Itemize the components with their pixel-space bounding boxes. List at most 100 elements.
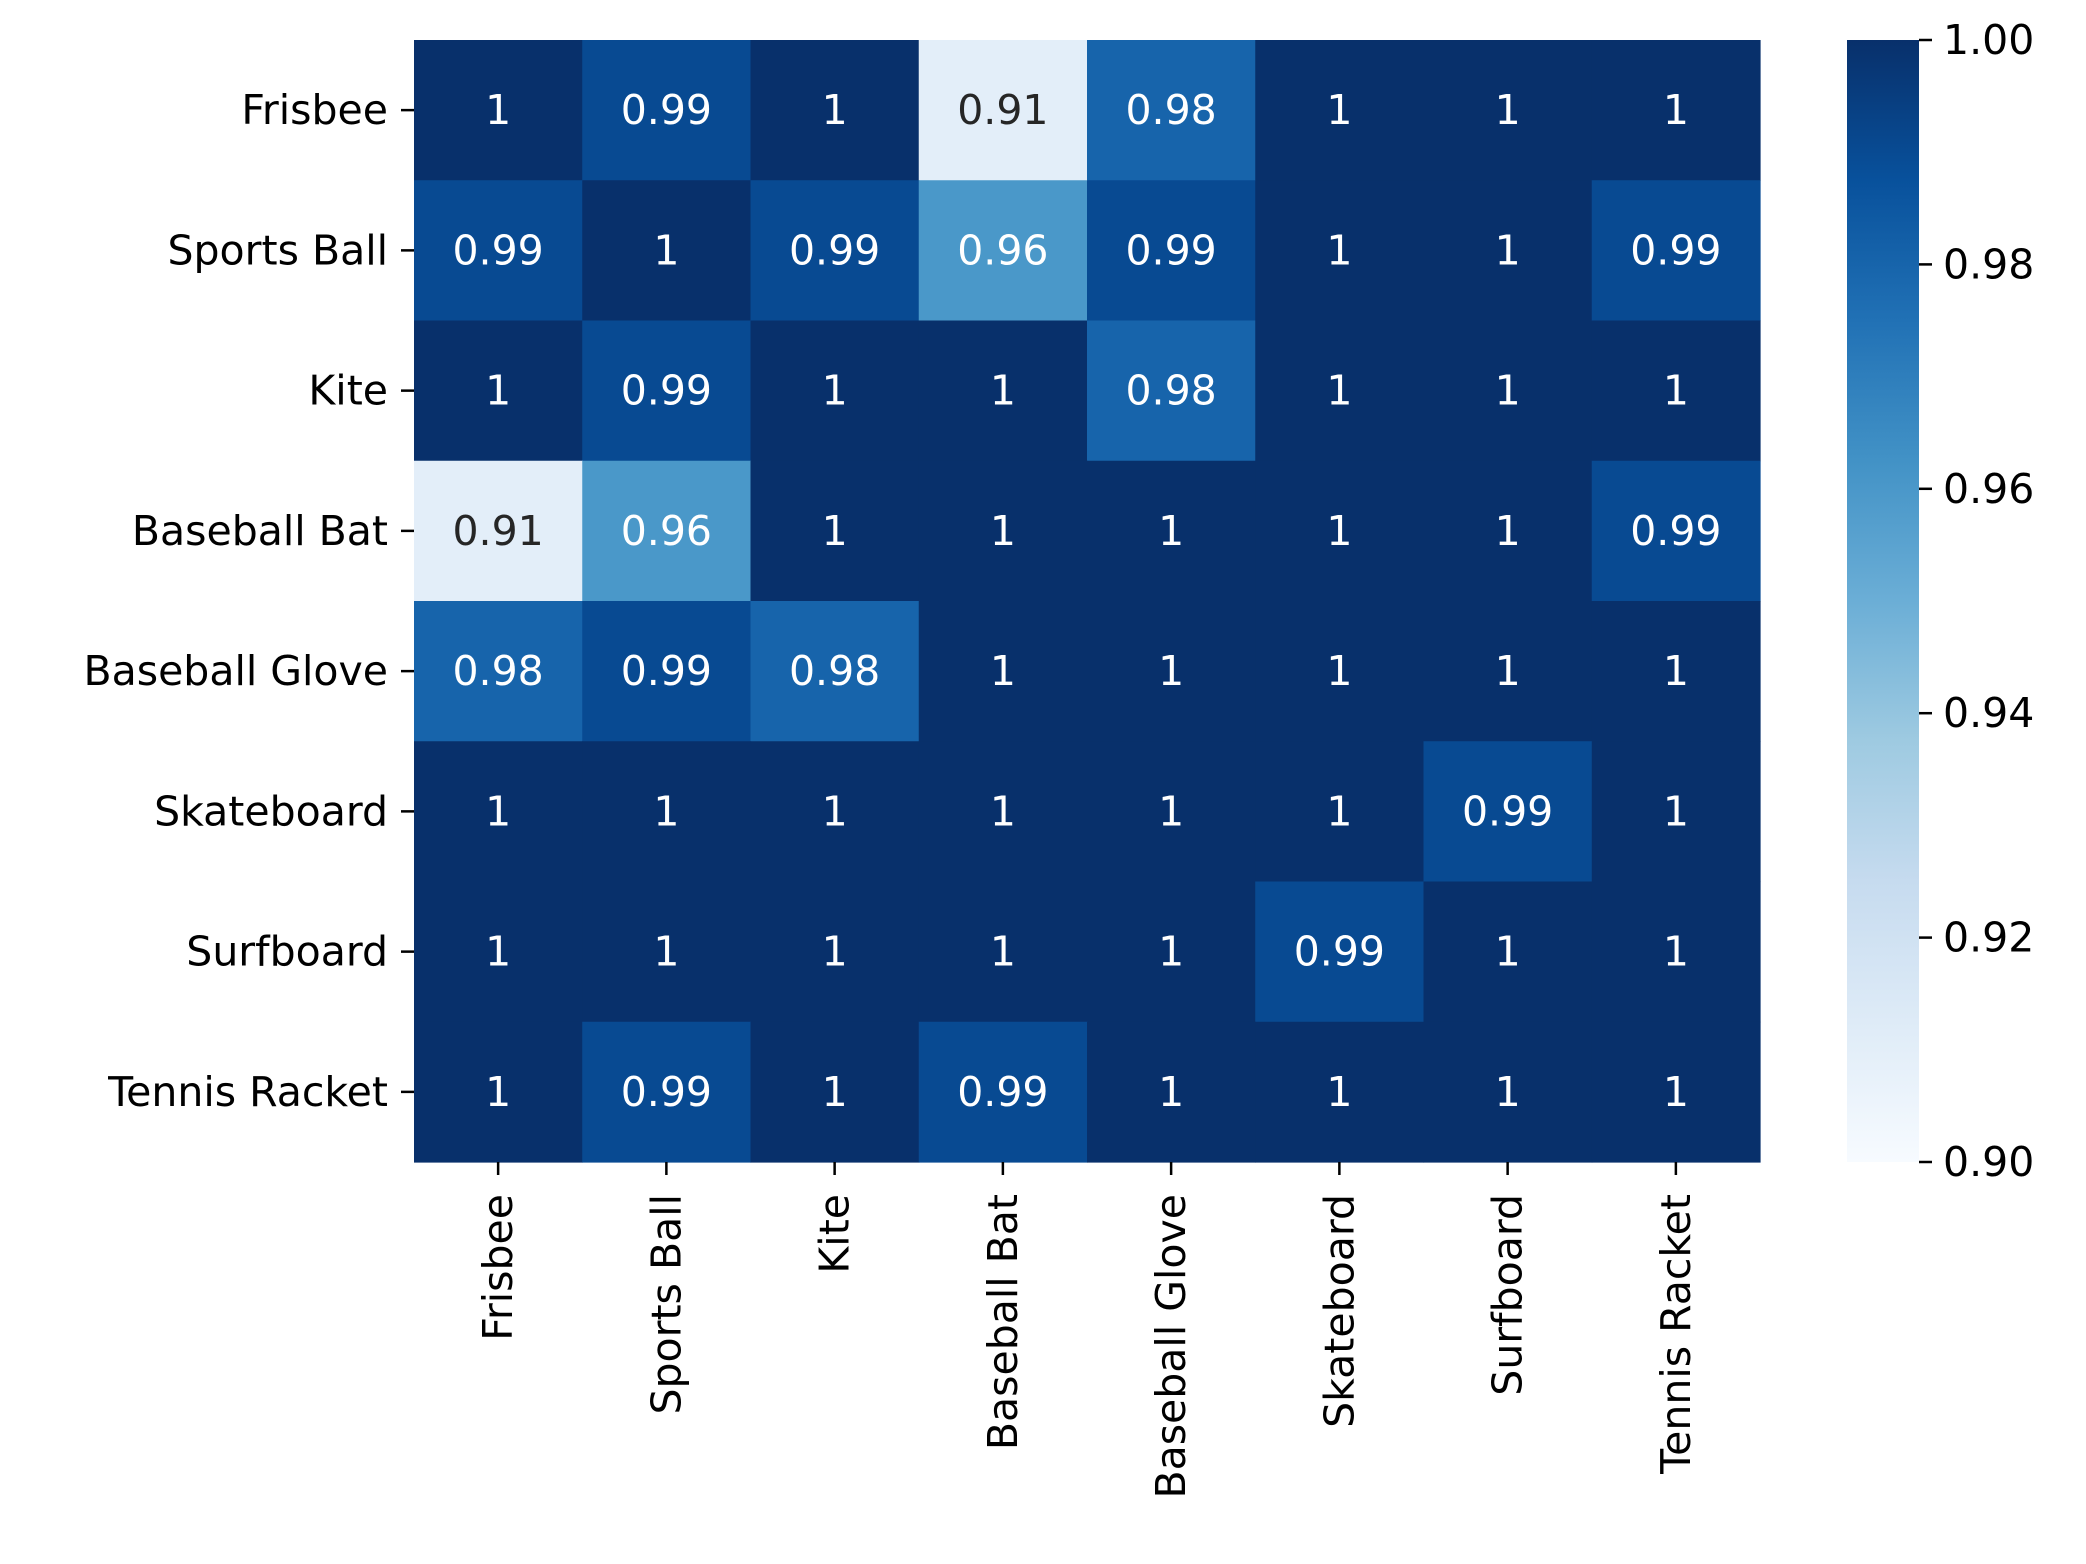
cell-label-r5-c1: 1 (653, 787, 679, 835)
cell-label-r4-c5: 1 (1326, 647, 1352, 695)
heatmap-cell-r0-c2 (750, 40, 920, 181)
y-tick-label-0: Frisbee (241, 86, 388, 134)
heatmap-cell-r6-c6 (1423, 881, 1593, 1023)
heatmap-cell-r0-c5 (1255, 40, 1425, 181)
colorbar-tick-label-0: 1.00 (1943, 16, 2034, 64)
heatmap-cell-r6-c7 (1591, 881, 1761, 1023)
heatmap-cell-r0-c3 (918, 40, 1088, 181)
cell-label-r2-c7: 1 (1663, 367, 1689, 415)
cell-label-r0-c1: 0.99 (621, 86, 712, 134)
cell-label-r7-c1: 0.99 (621, 1068, 712, 1116)
heatmap-cell-r3-c5 (1255, 460, 1425, 602)
cell-label-r1-c1: 1 (653, 226, 679, 274)
cell-label-r1-c5: 1 (1326, 226, 1352, 274)
cell-label-r5-c6: 0.99 (1462, 787, 1553, 835)
cell-label-r5-c4: 1 (1158, 787, 1184, 835)
colorbar-tick-label-1: 0.98 (1943, 240, 2034, 288)
heatmap-cell-r5-c7 (1591, 741, 1761, 883)
cell-label-r0-c0: 1 (485, 86, 511, 134)
colorbar-tick-label-4: 0.92 (1943, 914, 2034, 962)
cell-label-r4-c3: 1 (990, 647, 1016, 695)
heatmap-cell-r2-c3 (918, 320, 1088, 462)
cell-label-r2-c5: 1 (1326, 367, 1352, 415)
heatmap-cell-r4-c2 (750, 601, 920, 742)
heatmap-cell-r4-c6 (1423, 601, 1593, 742)
heatmap-cell-r1-c1 (582, 180, 752, 322)
cell-label-r6-c5: 0.99 (1294, 928, 1385, 976)
cell-label-r0-c5: 1 (1326, 86, 1352, 134)
heatmap-cell-r6-c0 (414, 881, 583, 1023)
cell-label-r7-c7: 1 (1663, 1068, 1689, 1116)
cell-label-r3-c1: 0.96 (621, 507, 712, 555)
heatmap-cell-r4-c3 (918, 601, 1088, 742)
cell-label-r3-c0: 0.91 (452, 507, 543, 555)
cell-label-r5-c2: 1 (822, 787, 848, 835)
cell-label-r0-c4: 0.98 (1125, 86, 1216, 134)
heatmap-cell-r5-c4 (1087, 741, 1256, 883)
heatmap-cell-r2-c7 (1591, 320, 1761, 462)
x-axis: Frisbee Sports Ball Kite Baseball Bat Baseba… (474, 1162, 1700, 1499)
cell-label-r4-c4: 1 (1158, 647, 1184, 695)
heatmap-cell-r5-c6 (1423, 741, 1593, 883)
cell-label-r4-c2: 0.98 (789, 647, 880, 695)
heatmap-cell-r4-c7 (1591, 601, 1761, 742)
heatmap-cell-r7-c4 (1087, 1021, 1256, 1163)
cell-label-r4-c6: 1 (1495, 647, 1521, 695)
cell-label-r0-c6: 1 (1495, 86, 1521, 134)
cell-label-r1-c2: 0.99 (789, 226, 880, 274)
cell-label-r2-c0: 1 (485, 367, 511, 415)
cell-label-r2-c4: 0.98 (1125, 367, 1216, 415)
heatmap-cell-r7-c6 (1423, 1021, 1593, 1163)
y-axis: Frisbee Sports Ball Kite Baseball Bat Baseba… (83, 86, 414, 1116)
heatmap-cell-r0-c4 (1087, 40, 1256, 181)
cell-label-r7-c3: 0.99 (957, 1068, 1048, 1116)
cell-label-r6-c6: 1 (1495, 928, 1521, 976)
heatmap-cell-r1-c2 (750, 180, 920, 322)
x-tick-label-2: Kite (811, 1194, 859, 1274)
cell-label-r0-c2: 1 (822, 86, 848, 134)
heatmap-cell-r1-c4 (1087, 180, 1256, 322)
heatmap-cell-r0-c7 (1591, 40, 1761, 181)
heatmap-cell-r5-c2 (750, 741, 920, 883)
heatmap-cell-r3-c2 (750, 460, 920, 602)
heatmap-cell-r4-c5 (1255, 601, 1425, 742)
y-tick-label-5: Skateboard (154, 787, 388, 835)
y-tick-label-2: Kite (308, 367, 388, 415)
cell-label-r1-c0: 0.99 (452, 226, 543, 274)
y-tick-label-6: Surfboard (186, 928, 388, 976)
cell-label-r7-c6: 1 (1495, 1068, 1521, 1116)
heatmap-cell-r4-c4 (1087, 601, 1256, 742)
colorbar-tick-label-5: 0.90 (1943, 1138, 2034, 1186)
heatmap-cell-r2-c6 (1423, 320, 1593, 462)
heatmap-cell-r3-c7 (1591, 460, 1761, 602)
cell-label-r5-c3: 1 (990, 787, 1016, 835)
heatmap-cell-r1-c3 (918, 180, 1088, 322)
heatmap-cell-r3-c1 (582, 460, 752, 602)
heatmap-cell-r5-c5 (1255, 741, 1425, 883)
x-tick-label-4: Baseball Glove (1147, 1194, 1195, 1499)
heatmap-cell-r7-c5 (1255, 1021, 1425, 1163)
heatmap-cell-r6-c2 (750, 881, 920, 1023)
heatmap-cell-r1-c6 (1423, 180, 1593, 322)
y-tick-label-7: Tennis Racket (107, 1068, 388, 1116)
heatmap-cells (414, 40, 1761, 1163)
cell-label-r0-c7: 1 (1663, 86, 1689, 134)
heatmap-cell-r7-c2 (750, 1021, 920, 1163)
cell-label-r1-c3: 0.96 (957, 226, 1048, 274)
heatmap-cell-r1-c0 (414, 180, 583, 322)
cell-label-r7-c0: 1 (485, 1068, 511, 1116)
cell-label-r3-c5: 1 (1326, 507, 1352, 555)
cell-label-r3-c7: 0.99 (1630, 507, 1721, 555)
colorbar-tick-label-2: 0.96 (1943, 465, 2034, 513)
x-tick-label-1: Sports Ball (642, 1194, 690, 1415)
heatmap-cell-r1-c5 (1255, 180, 1425, 322)
cell-label-r3-c6: 1 (1495, 507, 1521, 555)
heatmap-cell-r6-c1 (582, 881, 752, 1023)
cell-label-r0-c3: 0.91 (957, 86, 1048, 134)
cell-label-r5-c7: 1 (1663, 787, 1689, 835)
heatmap-cell-labels: 1 0.99 1 0.91 0.98 1 1 1 0.99 1 0.99 0.96 0.99 1 1 0.99… (452, 86, 1721, 1116)
heatmap-cell-r2-c1 (582, 320, 752, 462)
heatmap-cell-r3-c4 (1087, 460, 1256, 602)
cell-label-r7-c2: 1 (822, 1068, 848, 1116)
cell-label-r2-c3: 1 (990, 367, 1016, 415)
